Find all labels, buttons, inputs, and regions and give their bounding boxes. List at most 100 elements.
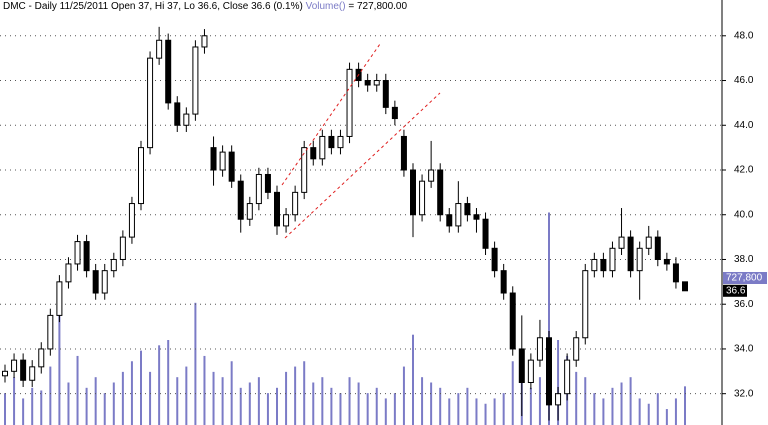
- volume-bar: [266, 393, 269, 425]
- volume-bar: [548, 212, 550, 425]
- volume-bar: [348, 377, 351, 425]
- candle-body: [38, 348, 45, 368]
- volume-value: = 727,800.00: [348, 1, 407, 12]
- candle-body: [74, 241, 81, 265]
- volume-bar: [321, 377, 324, 425]
- candle-body: [645, 236, 652, 249]
- volume-bar: [176, 377, 179, 425]
- candle-body: [627, 236, 634, 272]
- trend-line: [284, 92, 441, 239]
- volume-bar: [402, 366, 405, 425]
- candle-body: [654, 236, 661, 260]
- candle-body: [83, 241, 90, 272]
- candle-body: [518, 348, 525, 383]
- candle-body: [110, 258, 117, 272]
- volume-bar: [167, 340, 170, 425]
- volume-bar: [130, 361, 133, 425]
- candle-body: [47, 314, 54, 350]
- candle-body: [147, 57, 154, 149]
- candle-body: [219, 151, 226, 171]
- candle-body: [546, 337, 552, 406]
- y-tick-label: 46.0: [734, 75, 754, 86]
- candle-body: [482, 218, 489, 249]
- candle-body: [428, 169, 435, 182]
- candle-body: [2, 370, 8, 377]
- candle-body: [364, 80, 371, 86]
- volume-bar: [112, 382, 115, 425]
- volume-bar: [149, 371, 152, 425]
- price-tag-bg: [723, 284, 747, 297]
- volume-bar: [4, 393, 6, 425]
- volume-bar: [493, 398, 496, 425]
- volume-tag: 727,800: [726, 273, 763, 284]
- volume-bar: [538, 377, 541, 425]
- candle-body: [264, 173, 271, 193]
- y-tick-label: 40.0: [734, 209, 754, 220]
- volume-bar: [85, 387, 88, 425]
- volume-bar: [656, 393, 659, 425]
- y-tick-label: 44.0: [734, 120, 754, 131]
- y-tick-label: 32.0: [734, 388, 754, 399]
- chart-title: DMC - Daily 11/25/2011 Open 37, Hi 37, L…: [3, 1, 407, 12]
- volume-bar: [457, 393, 460, 425]
- candle-body: [319, 135, 326, 160]
- volume-bar: [421, 377, 424, 425]
- volume-bar: [212, 371, 215, 425]
- candle-body: [473, 214, 480, 220]
- volume-bar: [330, 387, 333, 425]
- volume-bar: [339, 393, 342, 425]
- candle-layer: [2, 26, 688, 421]
- candle-body: [174, 102, 181, 126]
- y-tick-label: 42.0: [734, 165, 754, 176]
- volume-bar: [230, 361, 233, 425]
- volume-bar: [31, 387, 34, 425]
- candle-body: [636, 247, 643, 272]
- candle-body: [128, 203, 135, 238]
- volume-bar: [257, 377, 260, 425]
- candle-body: [255, 173, 262, 205]
- volume-bar: [529, 387, 532, 425]
- candle-body: [92, 270, 99, 294]
- volume-bar: [22, 398, 25, 425]
- candle-body: [527, 359, 534, 384]
- candle-body: [618, 236, 625, 249]
- candle-body: [192, 46, 199, 115]
- candle-body: [591, 258, 598, 272]
- candle-body: [609, 247, 616, 272]
- candle-body: [56, 281, 63, 316]
- volume-bar: [484, 403, 487, 425]
- volume-bar: [375, 387, 378, 425]
- candle-body: [346, 68, 353, 137]
- candle-body: [237, 180, 244, 220]
- volume-bar: [647, 403, 650, 425]
- volume-bar: [357, 382, 360, 425]
- candle-body: [382, 80, 389, 108]
- candle-body: [464, 203, 471, 216]
- price-tag: 36.6: [726, 285, 746, 296]
- volume-bar: [602, 398, 605, 425]
- candle-body: [437, 169, 444, 216]
- volume-bar: [49, 366, 52, 425]
- volume-bar: [158, 345, 161, 425]
- trend-line: [281, 43, 381, 186]
- volume-bar: [557, 340, 560, 425]
- volume-bar: [393, 393, 396, 425]
- volume-bar: [412, 334, 414, 425]
- candle-body: [446, 214, 453, 227]
- candle-body: [555, 393, 562, 406]
- volume-bar: [575, 371, 578, 425]
- title-text: DMC - Daily 11/25/2011 Open 37, Hi 37, L…: [3, 1, 303, 12]
- candle-body: [20, 359, 27, 381]
- candle-body: [582, 270, 589, 339]
- volume-bar: [430, 382, 433, 425]
- axis-layer: 32.0 34.0 36.0 38.0 40.0 42.0 44.0 46.0 48.0 727,…: [722, 30, 767, 399]
- candle-body: [672, 263, 679, 283]
- volume-bar: [611, 387, 614, 425]
- volume-bar: [303, 361, 306, 425]
- volume-bar: [584, 377, 587, 425]
- candle-body: [201, 35, 208, 48]
- volume-bar: [674, 398, 677, 425]
- volume-bar: [384, 398, 387, 425]
